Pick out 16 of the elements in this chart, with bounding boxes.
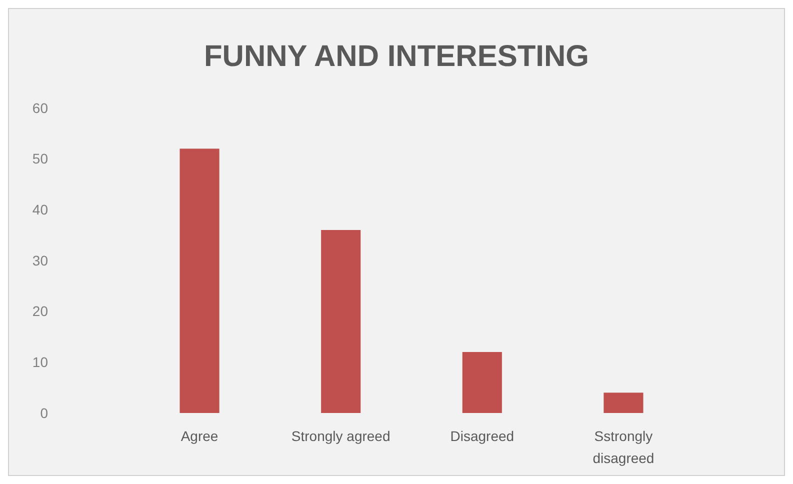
x-tick-label: Disagreed [450, 428, 514, 444]
bar [462, 352, 502, 413]
y-tick-label: 60 [32, 100, 48, 116]
x-tick-label: Agree [180, 428, 218, 444]
bar [321, 230, 361, 413]
bar [604, 392, 644, 413]
y-tick-label: 50 [32, 150, 48, 167]
x-tick-label: Strongly agreed [291, 428, 390, 444]
y-tick-label: 20 [32, 303, 48, 320]
y-tick-label: 30 [32, 252, 48, 268]
y-tick-label: 10 [32, 354, 48, 370]
chart-title: FUNNY AND INTERESTING [204, 40, 590, 73]
y-tick-label: 40 [32, 202, 48, 218]
bar [180, 148, 220, 413]
x-tick-label: Sstrongly disagreed [592, 428, 654, 466]
y-tick-label: 0 [40, 404, 48, 421]
